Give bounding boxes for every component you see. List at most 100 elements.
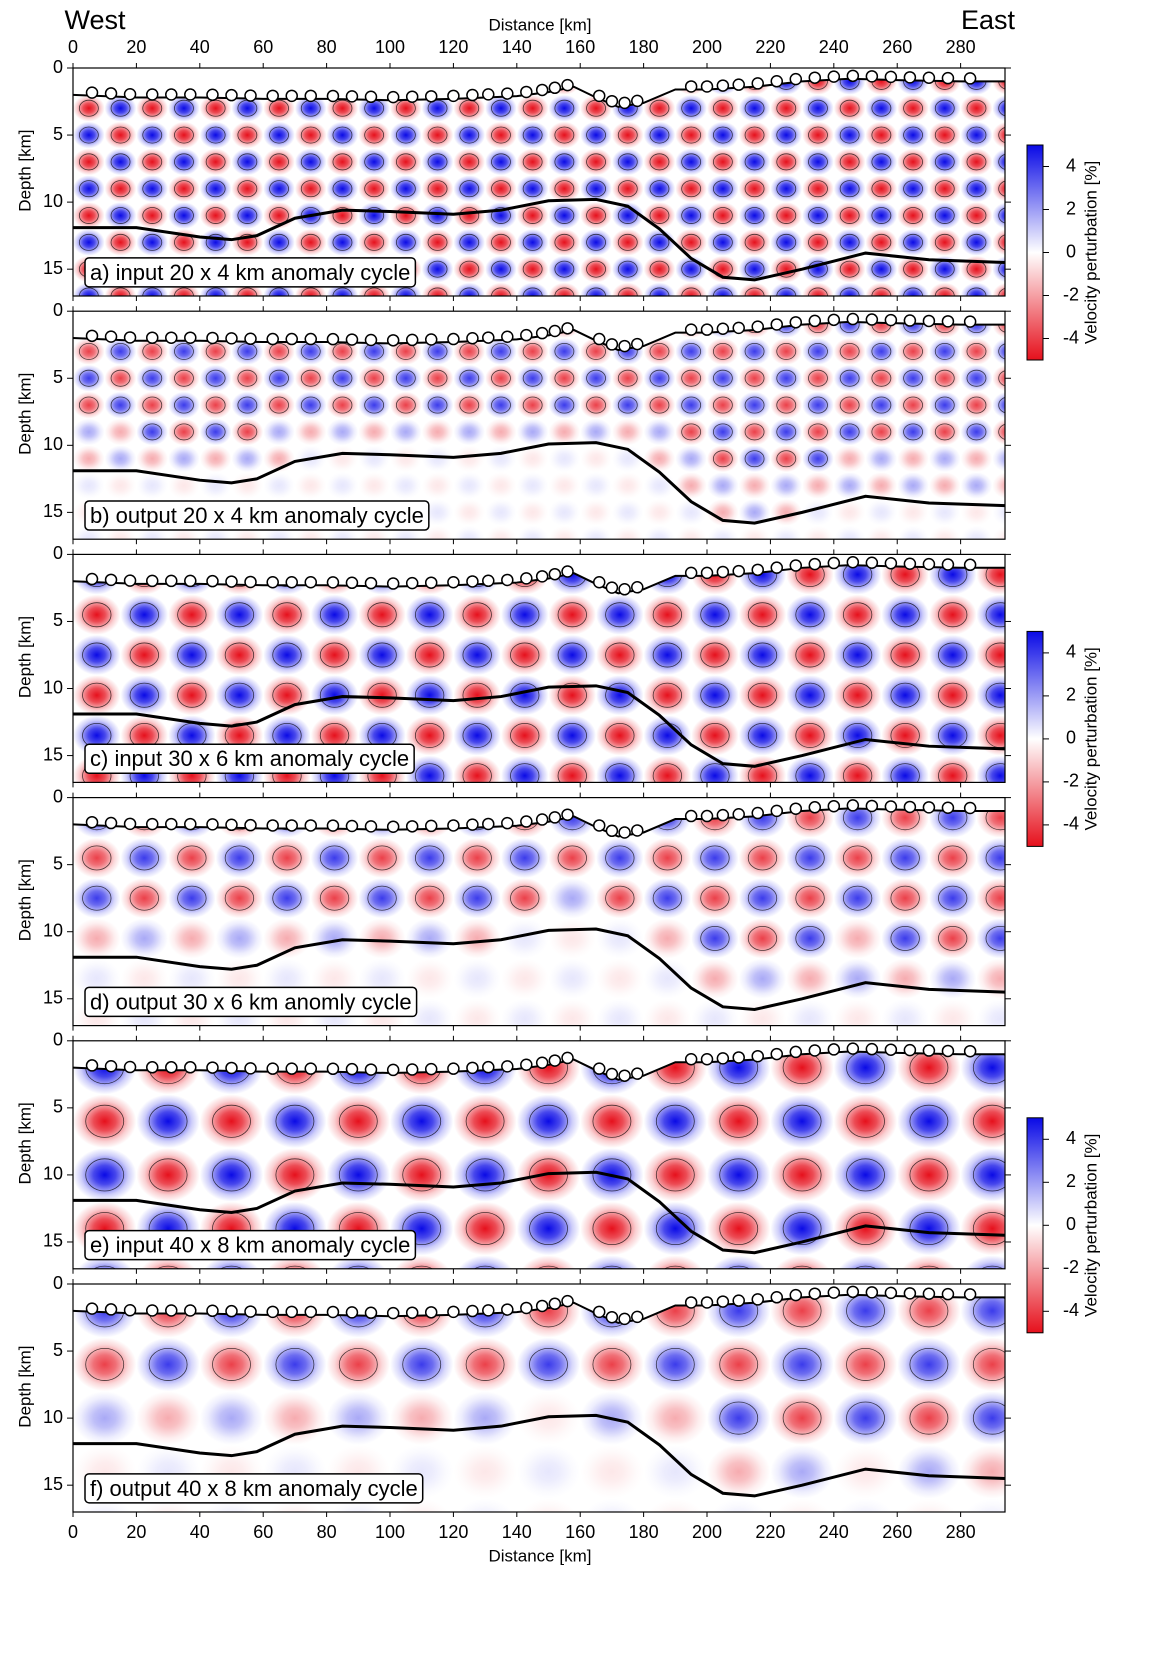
anomaly-cell [500,634,549,676]
contour [795,642,825,668]
y-tick-label: 10 [43,191,63,211]
contour [174,153,194,171]
panel-label: e) input 40 x 8 km anomaly cycle [90,1233,410,1258]
panel-label-box [84,986,418,1018]
contour [586,369,606,387]
contour [529,1347,568,1381]
contour [776,126,797,144]
anomaly-cell [611,148,644,176]
contour [529,1104,568,1138]
anomaly-cell [976,675,1005,716]
anomaly-cell [833,121,866,149]
anomaly-cell [263,148,295,176]
station [751,320,764,333]
panel-frame [72,67,1006,297]
station [716,1052,730,1065]
station [941,71,955,85]
anomaly-cell [992,175,1005,203]
anomaly-cell [580,175,612,203]
station [716,565,730,579]
station [104,1303,118,1316]
station [963,801,977,815]
station [963,1044,977,1058]
station [884,557,898,570]
station [285,332,298,346]
station [364,1306,378,1320]
station [386,820,400,833]
anomaly-cell [770,445,803,473]
contour [890,565,920,587]
contour [890,682,920,708]
anomaly-cell [675,175,708,203]
anomaly-cell [960,445,993,473]
anomaly-cell [833,1498,898,1512]
contour [212,1158,251,1192]
contour [586,126,606,144]
contour [808,260,828,278]
station [345,1062,359,1076]
station [345,1306,359,1319]
anomaly-cell [770,1498,834,1512]
anomaly-cell [643,1444,708,1499]
contour [890,925,920,951]
contour [82,602,112,628]
station [482,574,495,588]
station [548,567,562,581]
contour [491,260,511,278]
contour [972,1104,1005,1138]
station [266,332,279,346]
colorbar-tick-label: 4 [1066,642,1076,662]
contour [909,1347,949,1381]
anomaly-cell [770,1337,834,1392]
station [146,817,159,831]
contour [934,207,955,224]
anomaly-cell [865,364,898,392]
contour [205,233,226,251]
anomaly-cell [833,675,882,716]
contour [744,369,765,387]
y-axis-title: Depth [km] [15,129,34,211]
contour [78,233,99,251]
contour [174,207,194,224]
anomaly-field [73,565,1005,783]
anomaly-cell [611,175,644,203]
y-tick-label: 5 [53,853,63,873]
anomaly-cell [675,472,708,499]
contour [744,207,765,224]
contour [491,126,511,144]
station [732,321,745,335]
anomaly-cell [992,472,1005,499]
contour [719,1401,759,1435]
y-tick-label: 0 [53,300,63,320]
contour [237,207,258,224]
anomaly-cell [453,1444,517,1499]
station [561,322,574,335]
anomaly-cell [833,837,882,879]
east-label: East [961,5,1016,35]
anomaly-cell [738,715,787,756]
contour [142,180,163,198]
anomaly-cell [960,1294,1005,1338]
contour [747,722,778,748]
y-axis-title: Depth [km] [15,616,34,698]
anomaly-cell [580,1094,644,1149]
anomaly-cell [199,175,232,203]
contour [655,1265,695,1269]
station [520,1301,533,1315]
contour [938,565,968,587]
panel-label: b) output 20 x 4 km anomaly cycle [90,503,424,528]
x-tick-label-bottom: 140 [502,1522,532,1542]
anomaly-cell [770,228,803,256]
anomaly-cell [738,338,771,365]
anomaly-cell [548,121,581,149]
panel-label-box [84,1229,417,1261]
anomaly-cell [596,715,644,756]
anomaly-cell [707,121,739,149]
anomaly-cell [199,202,232,229]
contour [747,845,778,871]
anomaly-cell [928,472,961,499]
y-tick-label: 5 [53,367,63,387]
contour [903,260,923,278]
anomaly-cell [738,918,787,959]
